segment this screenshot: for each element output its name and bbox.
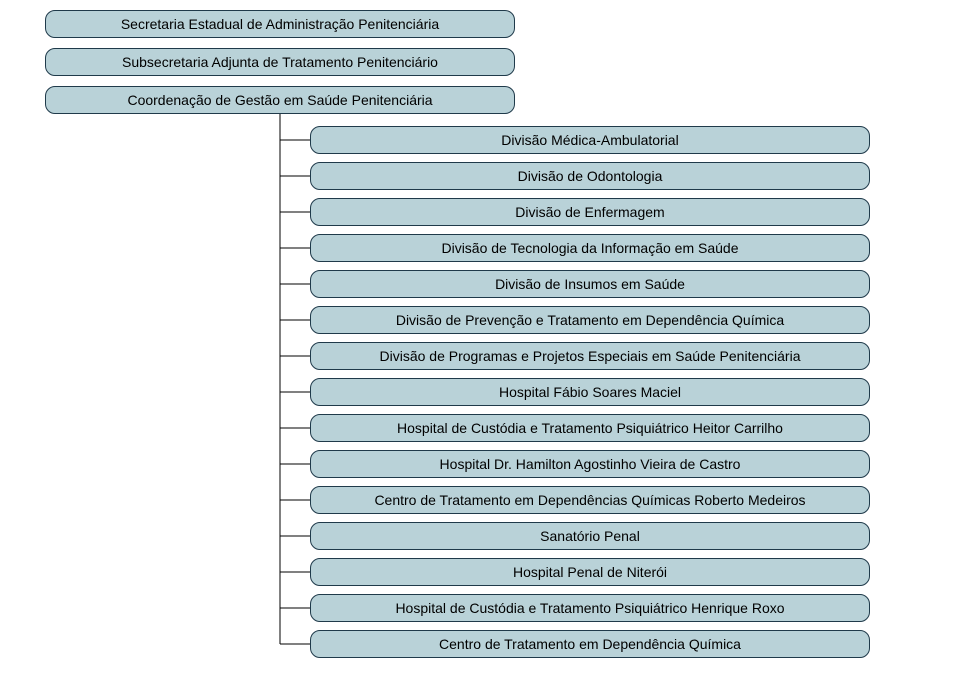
org-node-label: Centro de Tratamento em Dependências Quí… — [374, 492, 805, 508]
org-node: Divisão de Insumos em Saúde — [310, 270, 870, 298]
org-node: Hospital de Custódia e Tratamento Psiqui… — [310, 594, 870, 622]
org-node-label: Divisão Médica-Ambulatorial — [501, 132, 678, 148]
org-node-label: Coordenação de Gestão em Saúde Penitenci… — [127, 92, 432, 108]
org-node-label: Subsecretaria Adjunta de Tratamento Peni… — [122, 54, 438, 70]
org-node-label: Hospital de Custódia e Tratamento Psiqui… — [397, 420, 783, 436]
org-node: Hospital Dr. Hamilton Agostinho Vieira d… — [310, 450, 870, 478]
org-node: Divisão de Programas e Projetos Especiai… — [310, 342, 870, 370]
org-node-label: Secretaria Estadual de Administração Pen… — [121, 16, 439, 32]
org-node: Centro de Tratamento em Dependências Quí… — [310, 486, 870, 514]
org-node: Centro de Tratamento em Dependência Quím… — [310, 630, 870, 658]
org-node-label: Divisão de Insumos em Saúde — [495, 276, 685, 292]
org-node-label: Hospital Fábio Soares Maciel — [499, 384, 681, 400]
org-node-label: Hospital Penal de Niterói — [513, 564, 667, 580]
org-node: Hospital Fábio Soares Maciel — [310, 378, 870, 406]
org-node-label: Divisão de Tecnologia da Informação em S… — [441, 240, 738, 256]
org-node: Divisão de Enfermagem — [310, 198, 870, 226]
org-node: Subsecretaria Adjunta de Tratamento Peni… — [45, 48, 515, 76]
org-node: Sanatório Penal — [310, 522, 870, 550]
org-node: Secretaria Estadual de Administração Pen… — [45, 10, 515, 38]
org-node: Divisão de Odontologia — [310, 162, 870, 190]
org-node-label: Divisão de Odontologia — [518, 168, 663, 184]
org-node-label: Divisão de Prevenção e Tratamento em Dep… — [396, 312, 784, 328]
org-node-label: Divisão de Programas e Projetos Especiai… — [380, 348, 801, 364]
org-node-label: Centro de Tratamento em Dependência Quím… — [439, 636, 741, 652]
org-node: Coordenação de Gestão em Saúde Penitenci… — [45, 86, 515, 114]
org-node: Divisão Médica-Ambulatorial — [310, 126, 870, 154]
org-node: Divisão de Prevenção e Tratamento em Dep… — [310, 306, 870, 334]
org-node: Hospital de Custódia e Tratamento Psiqui… — [310, 414, 870, 442]
org-node-label: Hospital de Custódia e Tratamento Psiqui… — [395, 600, 784, 616]
org-node: Divisão de Tecnologia da Informação em S… — [310, 234, 870, 262]
org-node-label: Hospital Dr. Hamilton Agostinho Vieira d… — [440, 456, 741, 472]
org-node: Hospital Penal de Niterói — [310, 558, 870, 586]
org-node-label: Sanatório Penal — [540, 528, 640, 544]
org-node-label: Divisão de Enfermagem — [515, 204, 664, 220]
